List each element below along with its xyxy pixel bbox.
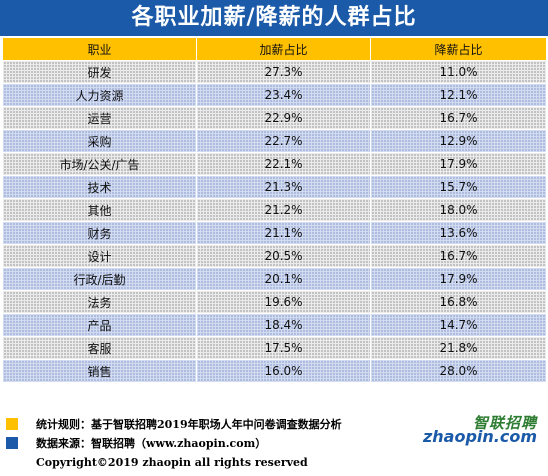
cut-share-cell: 14.7% — [370, 313, 547, 337]
logo-chinese-text: 智联招聘 — [472, 414, 537, 432]
occupation-cell: 市场/公关/广告 — [2, 152, 197, 176]
logo-english-text: zhaopin.com — [422, 427, 537, 446]
footnote-rule: 统计规则：基于智联招聘2019年职场人年中问卷调查数据分析 — [36, 418, 342, 431]
column-header-occupation: 职业 — [2, 37, 197, 61]
raise-share-cell: 23.4% — [196, 83, 371, 107]
table-row: 财务 21.1% 13.6% — [2, 221, 547, 245]
table-row: 法务 19.6% 16.8% — [2, 290, 547, 314]
occupation-cell: 销售 — [2, 359, 197, 383]
occupation-cell: 设计 — [2, 244, 197, 268]
cut-share-cell: 15.7% — [370, 175, 547, 199]
raise-share-cell: 18.4% — [196, 313, 371, 337]
chart-title: 各职业加薪/降薪的人群占比 — [0, 0, 548, 36]
cut-share-cell: 28.0% — [370, 359, 547, 383]
table-row: 行政/后勤 20.1% 17.9% — [2, 267, 547, 291]
zhaopin-logo: 智联招聘 zhaopin.com — [423, 412, 537, 448]
occupation-cell: 财务 — [2, 221, 197, 245]
occupation-cell: 其他 — [2, 198, 197, 222]
footnote-source: 数据来源：智联招聘（www.zhaopin.com） — [36, 437, 267, 450]
table-row: 人力资源 23.4% 12.1% — [2, 83, 547, 107]
table-row: 采购 22.7% 12.9% — [2, 129, 547, 153]
occupation-cell: 研发 — [2, 60, 197, 84]
raise-share-cell: 27.3% — [196, 60, 371, 84]
raise-share-cell: 19.6% — [196, 290, 371, 314]
cut-share-cell: 16.7% — [370, 244, 547, 268]
table-row: 产品 18.4% 14.7% — [2, 313, 547, 337]
table-body: 研发 27.3% 11.0% 人力资源 23.4% 12.1% 运营 22.9% 16.7% 采购… — [2, 60, 547, 383]
raise-share-cell: 17.5% — [196, 336, 371, 360]
raise-share-cell: 22.7% — [196, 129, 371, 153]
occupation-cell: 产品 — [2, 313, 197, 337]
occupation-cell: 技术 — [2, 175, 197, 199]
raise-share-cell: 20.5% — [196, 244, 371, 268]
occupation-cell: 行政/后勤 — [2, 267, 197, 291]
cut-share-cell: 21.8% — [370, 336, 547, 360]
raise-share-cell: 21.3% — [196, 175, 371, 199]
cut-share-cell: 13.6% — [370, 221, 547, 245]
table-row: 研发 27.3% 11.0% — [2, 60, 547, 84]
occupation-cell: 运营 — [2, 106, 197, 130]
raise-share-cell: 21.2% — [196, 198, 371, 222]
column-header-cut: 降薪占比 — [370, 37, 547, 61]
raise-share-cell: 21.1% — [196, 221, 371, 245]
copyright: Copyright©2019 zhaopin all rights reserv… — [36, 456, 308, 469]
cut-share-cell: 17.9% — [370, 152, 547, 176]
table-row: 其他 21.2% 18.0% — [2, 198, 547, 222]
table-row: 运营 22.9% 16.7% — [2, 106, 547, 130]
cut-share-cell: 18.0% — [370, 198, 547, 222]
raise-share-cell: 16.0% — [196, 359, 371, 383]
table-row: 销售 16.0% 28.0% — [2, 359, 547, 383]
table-row: 设计 20.5% 16.7% — [2, 244, 547, 268]
cut-share-cell: 12.1% — [370, 83, 547, 107]
blue-bullet-icon — [6, 437, 18, 449]
occupation-cell: 采购 — [2, 129, 197, 153]
raise-share-cell: 20.1% — [196, 267, 371, 291]
raise-share-cell: 22.1% — [196, 152, 371, 176]
cut-share-cell: 16.8% — [370, 290, 547, 314]
occupation-cell: 人力资源 — [2, 83, 197, 107]
cut-share-cell: 17.9% — [370, 267, 547, 291]
data-table: 职业 加薪占比 降薪占比 研发 27.3% 11.0% 人力资源 23.4% 12.1% 运… — [2, 37, 547, 383]
column-header-raise: 加薪占比 — [196, 37, 371, 61]
cut-share-cell: 12.9% — [370, 129, 547, 153]
yellow-bullet-icon — [6, 418, 18, 430]
raise-share-cell: 22.9% — [196, 106, 371, 130]
table-row: 市场/公关/广告 22.1% 17.9% — [2, 152, 547, 176]
occupation-cell: 法务 — [2, 290, 197, 314]
cut-share-cell: 11.0% — [370, 60, 547, 84]
table-row: 客服 17.5% 21.8% — [2, 336, 547, 360]
table-row: 技术 21.3% 15.7% — [2, 175, 547, 199]
table-header-row: 职业 加薪占比 降薪占比 — [2, 37, 547, 61]
cut-share-cell: 16.7% — [370, 106, 547, 130]
occupation-cell: 客服 — [2, 336, 197, 360]
